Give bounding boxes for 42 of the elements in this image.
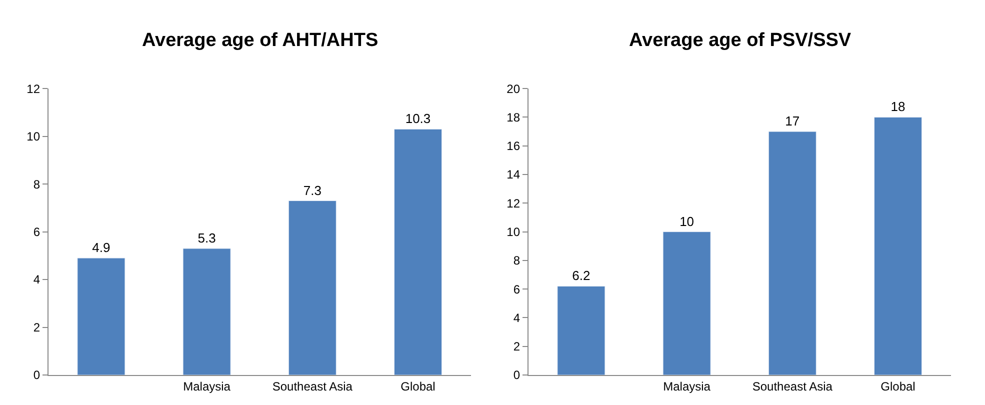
data-label: 10.3: [405, 111, 431, 126]
y-tick-label: 6: [33, 225, 40, 239]
y-tick-label: 0: [33, 368, 40, 382]
y-tick-label: 12: [26, 82, 40, 96]
y-tick-label: 10: [506, 225, 520, 239]
x-tick-label: Malaysia: [183, 379, 231, 394]
y-tick-label: 8: [33, 177, 40, 192]
data-label: 17: [785, 114, 800, 129]
x-tick-label: Global: [880, 379, 916, 394]
x-tick-label: Southeast Asia: [752, 379, 833, 394]
y-tick-label: 14: [506, 168, 520, 182]
y-tick-label: 2: [513, 340, 520, 354]
data-label: 18: [890, 99, 906, 114]
bar: [77, 258, 126, 375]
data-label: 5.3: [198, 230, 216, 246]
data-label: 10: [680, 214, 694, 229]
y-tick-label: 4: [33, 272, 40, 287]
bar: [662, 232, 711, 375]
y-tick-label: 16: [506, 139, 520, 154]
data-label: 6.2: [572, 268, 590, 284]
y-tick-label: 4: [513, 310, 520, 325]
chart-title: Average age of PSV/SSV: [629, 30, 852, 51]
y-tick-label: 12: [506, 196, 520, 210]
y-tick-label: 20: [506, 82, 520, 96]
y-tick-label: 18: [506, 110, 520, 124]
bar: [182, 248, 231, 375]
chart-title: Average age of AHT/AHTS: [142, 30, 378, 51]
x-tick-label: Global: [400, 379, 436, 394]
y-tick-label: 10: [26, 130, 40, 144]
data-label: 7.3: [303, 182, 322, 198]
x-tick-label: Southeast Asia: [272, 379, 353, 394]
bar: [557, 286, 606, 375]
y-tick-label: 8: [513, 254, 520, 268]
bar: [394, 128, 442, 375]
bar: [874, 116, 922, 375]
bar: [768, 131, 816, 375]
y-tick-label: 0: [513, 368, 520, 382]
bar: [288, 200, 336, 375]
y-tick-label: 6: [513, 282, 520, 296]
data-label: 4.9: [92, 240, 110, 256]
x-tick-label: Malaysia: [663, 379, 711, 394]
y-tick-label: 2: [33, 320, 40, 334]
